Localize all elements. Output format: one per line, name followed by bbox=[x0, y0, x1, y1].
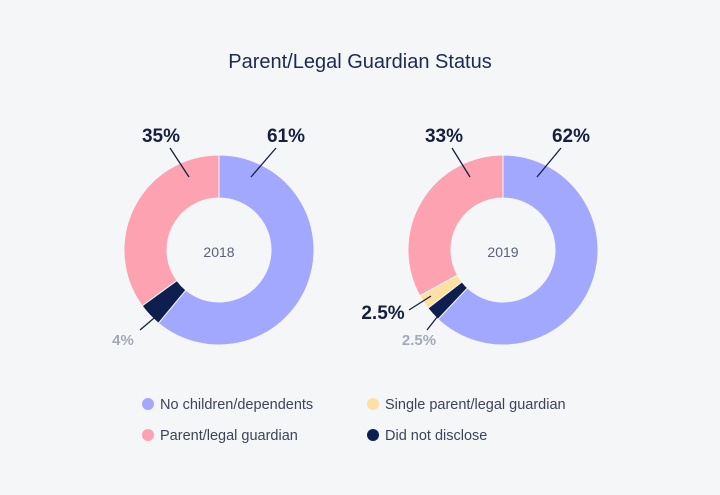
legend-label: Did not disclose bbox=[385, 428, 487, 444]
legend-swatch bbox=[367, 398, 379, 410]
slice-label-2019-no-children: 62% bbox=[552, 126, 590, 147]
legend-label: Single parent/legal guardian bbox=[385, 397, 566, 413]
chart-title: Parent/Legal Guardian Status bbox=[228, 51, 492, 73]
legend-label: No children/dependents bbox=[160, 397, 313, 413]
legend-item: No children/dependents bbox=[142, 397, 313, 413]
legend-swatch bbox=[142, 398, 154, 410]
leader-line bbox=[169, 147, 190, 178]
legend-item: Parent/legal guardian bbox=[142, 428, 298, 444]
legend-swatch bbox=[142, 429, 154, 441]
leader-line bbox=[408, 295, 432, 311]
donut-slice-2019-parent-legal-guardian bbox=[407, 154, 504, 297]
leader-line bbox=[536, 147, 562, 178]
leader-line bbox=[451, 147, 471, 178]
leader-line bbox=[139, 312, 161, 331]
legend-item: Did not disclose bbox=[367, 428, 487, 444]
legend-swatch bbox=[367, 429, 379, 441]
donut-center-label-2019: 2019 bbox=[487, 244, 518, 260]
slice-label-2019-single-parent: 2.5% bbox=[361, 303, 404, 324]
leader-line bbox=[250, 147, 277, 178]
leader-line bbox=[426, 311, 442, 331]
slice-label-2018-did-not-disclose: 4% bbox=[112, 332, 134, 349]
donut-2018: 2018 bbox=[123, 154, 315, 346]
donut-center-label-2018: 2018 bbox=[203, 244, 234, 260]
legend: No children/dependents Single parent/leg… bbox=[142, 397, 566, 444]
slice-label-2018-no-children: 61% bbox=[267, 126, 305, 147]
donut-slice-2019-no-children-dependents bbox=[437, 154, 599, 346]
donut-2019: 2019 bbox=[407, 154, 599, 346]
slice-label-2019-parent: 33% bbox=[425, 126, 463, 147]
slice-label-2019-did-not-disclose: 2.5% bbox=[402, 332, 436, 349]
donut-slice-2018-parent-legal-guardian bbox=[123, 154, 220, 307]
legend-label: Parent/legal guardian bbox=[160, 428, 298, 444]
donut-slice-2018-no-children-dependents bbox=[157, 154, 315, 346]
legend-item: Single parent/legal guardian bbox=[367, 397, 566, 413]
slice-label-2018-parent: 35% bbox=[142, 126, 180, 147]
